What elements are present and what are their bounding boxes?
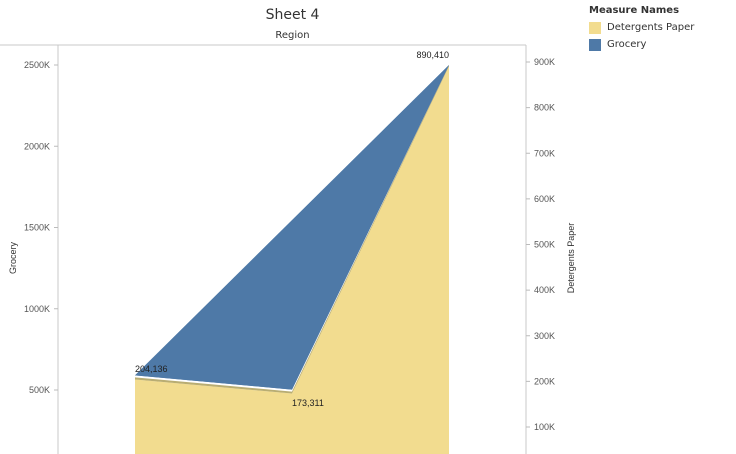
- right-tick-label: 400K: [534, 285, 555, 295]
- legend: Measure Names Detergents Paper Grocery: [589, 5, 694, 53]
- data-label: 204,136: [135, 364, 168, 374]
- legend-label-grocery: Grocery: [607, 39, 647, 50]
- legend-label-detergents-paper: Detergents Paper: [607, 22, 695, 33]
- right-tick-label: 300K: [534, 331, 555, 341]
- right-tick-label: 200K: [534, 376, 555, 386]
- left-tick-label: 2500K: [24, 60, 50, 70]
- left-tick-label: 1000K: [24, 304, 50, 314]
- right-tick-label: 700K: [534, 148, 555, 158]
- right-tick-label: 800K: [534, 103, 555, 113]
- legend-title: Measure Names: [589, 5, 680, 16]
- data-label: 173,311: [292, 398, 324, 408]
- sheet-title: Sheet 4: [265, 7, 320, 23]
- legend-swatch-grocery: [589, 38, 601, 51]
- column-header: Region: [275, 30, 310, 41]
- right-tick-label: 100K: [534, 422, 555, 432]
- legend-swatch-detergents-paper: [589, 21, 601, 34]
- legend-item-grocery[interactable]: Grocery: [589, 36, 694, 53]
- right-tick-label: 900K: [534, 57, 555, 67]
- right-tick-label: 500K: [534, 240, 555, 250]
- data-label: 890,410: [416, 50, 449, 60]
- right-tick-label: 600K: [534, 194, 555, 204]
- left-tick-label: 2000K: [24, 141, 50, 151]
- area-grocery-upper: [135, 65, 449, 390]
- left-axis-title: Grocery: [8, 242, 18, 275]
- legend-item-detergents-paper[interactable]: Detergents Paper: [589, 19, 694, 36]
- left-tick-label: 500K: [29, 385, 50, 395]
- left-tick-label: 1500K: [24, 223, 50, 233]
- area-detergents-paper: [135, 66, 449, 454]
- right-axis-title: Detergents Paper: [566, 223, 576, 294]
